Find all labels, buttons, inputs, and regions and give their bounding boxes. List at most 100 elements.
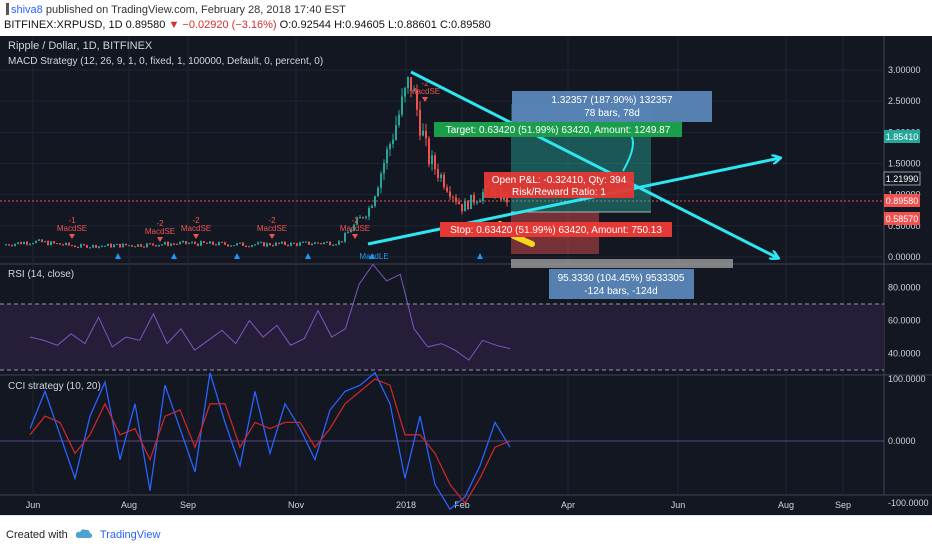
pnl-label[interactable] <box>484 172 634 198</box>
uptrend-arrow[interactable] <box>367 158 780 246</box>
long-signal-arrow <box>234 253 240 259</box>
short-signal-count: -2 <box>351 216 359 225</box>
created-with-text: Created with <box>6 529 68 541</box>
candle-body <box>104 245 106 247</box>
candle-body <box>32 243 34 245</box>
candle-body <box>134 246 136 248</box>
candle-body <box>77 247 79 249</box>
candle-body <box>257 242 259 245</box>
candle-body <box>329 241 331 246</box>
candle-body <box>41 239 43 243</box>
candle-body <box>164 242 166 245</box>
candle-body <box>8 244 10 246</box>
x-tick-label: Feb <box>454 500 470 510</box>
x-tick-label: Apr <box>561 500 575 510</box>
candle-body <box>287 244 289 246</box>
cci-tick-label: -100.0000 <box>888 498 929 508</box>
symbol-name[interactable]: BITFINEX:XRPUSD, 1D <box>4 19 123 31</box>
measure-box[interactable] <box>549 269 694 299</box>
short-signal-count: -2 <box>192 216 200 225</box>
x-tick-label: Aug <box>121 500 137 510</box>
candle-body <box>239 242 241 244</box>
candle-body <box>464 200 466 212</box>
short-signal-label: MacdSE <box>57 224 87 233</box>
candle-body <box>386 149 388 164</box>
candle-body <box>416 89 418 110</box>
candle-body <box>473 194 475 203</box>
candle-body <box>119 243 121 248</box>
downtrend-arrow[interactable] <box>410 70 778 258</box>
candle-body <box>89 247 91 249</box>
candle-body <box>434 155 436 170</box>
long-range-box[interactable] <box>512 91 712 122</box>
candle-body <box>245 245 247 247</box>
chart-area[interactable]: Jun Aug Sep Nov 2018 Feb Apr Jun Aug Sep 3.00000 2.… <box>0 36 932 515</box>
axis-tick-labels: Jun Aug Sep Nov 2018 Feb Apr Jun Aug Sep 3.00000 2.… <box>26 65 929 510</box>
rsi-title: RSI (14, close) <box>8 269 74 280</box>
target-label[interactable] <box>434 122 682 137</box>
short-signal-arrow <box>352 234 358 239</box>
candle-body <box>218 242 220 246</box>
candle-body <box>137 244 139 247</box>
price-label-stop-text: 0.58570 <box>886 214 919 224</box>
short-signal-count: -2 <box>156 219 164 228</box>
short-signal-count: -2 <box>421 79 429 88</box>
stop-label[interactable] <box>440 222 672 237</box>
candle-body <box>230 245 232 247</box>
author-link[interactable]: shiva8 <box>11 4 43 16</box>
candle-body <box>197 243 199 246</box>
x-tick-label: Jun <box>671 500 686 510</box>
candle-body <box>356 218 358 225</box>
measure-range[interactable] <box>511 259 733 268</box>
price-label-last-text: 0.89580 <box>886 196 919 206</box>
candle-body <box>467 200 469 210</box>
candle-body <box>305 241 307 243</box>
candle-body <box>128 245 130 247</box>
candle-body <box>347 232 349 234</box>
candle-body <box>176 243 178 245</box>
candle-body <box>194 242 196 244</box>
short-signal-label: MacdSE <box>410 87 440 96</box>
candle-body <box>62 244 64 246</box>
price-label-last <box>884 194 920 207</box>
candle-body <box>392 139 394 145</box>
candle-body <box>413 89 415 91</box>
candle-body <box>47 241 49 246</box>
candle-body <box>188 243 190 245</box>
chart-canvas[interactable]: Jun Aug Sep Nov 2018 Feb Apr Jun Aug Sep 3.00000 2.… <box>0 36 932 515</box>
cci-slow-line <box>29 378 511 505</box>
cci-fast-line <box>29 371 511 511</box>
rsi-tick-label: 40.0000 <box>888 349 921 359</box>
candle-body <box>299 242 301 246</box>
candle-body <box>431 155 433 165</box>
price-label-stop <box>884 212 920 225</box>
candle-body <box>335 244 337 246</box>
candle-body <box>242 242 244 246</box>
candle-body <box>353 224 355 231</box>
candle-body <box>263 242 265 247</box>
candle-body <box>428 138 430 165</box>
candle-body <box>206 242 208 244</box>
cci-pane[interactable] <box>0 375 884 495</box>
candle-body <box>281 241 283 244</box>
candle-body <box>161 244 163 246</box>
candle-body <box>20 242 22 245</box>
long-range-line2: 78 bars, 78d <box>584 108 640 119</box>
candle-body <box>149 243 151 245</box>
candle-body <box>443 174 445 188</box>
rsi-tick-label: 60.0000 <box>888 316 921 326</box>
candle-body <box>293 242 295 244</box>
candle-body <box>290 242 292 246</box>
ohlc-open: O:0.92544 <box>279 19 332 31</box>
candle-body <box>233 245 235 247</box>
cci-tick-label: 0.0000 <box>888 436 916 446</box>
short-signal-count: -2 <box>268 216 276 225</box>
candle-body <box>170 243 172 246</box>
ohlc-high: H:0.94605 <box>334 19 385 31</box>
candle-body <box>221 242 223 244</box>
candle-body <box>143 246 145 248</box>
candle-body <box>401 96 403 115</box>
tradingview-link[interactable]: TradingView <box>99 529 161 541</box>
candle-body <box>275 242 277 246</box>
